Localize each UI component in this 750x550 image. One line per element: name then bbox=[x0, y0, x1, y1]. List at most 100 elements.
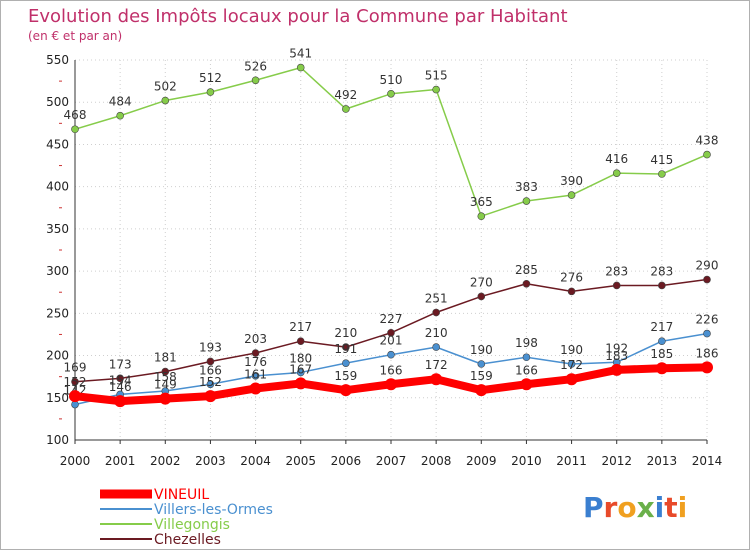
data-point-vineuil bbox=[701, 361, 713, 374]
data-point-vineuil bbox=[294, 377, 307, 390]
logo-letter: x bbox=[637, 491, 655, 524]
data-point-vineuil bbox=[159, 392, 172, 405]
data-label-villers-les-ormes: 192 bbox=[605, 341, 628, 355]
data-label-vineuil: 185 bbox=[650, 347, 673, 361]
data-label-villers-les-ormes: 190 bbox=[560, 343, 583, 357]
data-label-vineuil: 183 bbox=[605, 349, 628, 363]
data-point-vineuil bbox=[610, 363, 623, 376]
data-point-villegongis bbox=[251, 76, 260, 85]
data-label-chezelles: 283 bbox=[650, 264, 673, 278]
data-label-chezelles: 276 bbox=[560, 270, 583, 284]
data-label-villegongis: 515 bbox=[425, 69, 448, 83]
data-point-vineuil bbox=[114, 395, 127, 408]
data-point-villers-les-ormes bbox=[703, 329, 711, 338]
data-label-chezelles: 270 bbox=[470, 275, 493, 289]
x-tick-label: 2010 bbox=[511, 454, 542, 468]
data-point-villers-les-ormes bbox=[206, 380, 215, 389]
data-point-vineuil bbox=[565, 373, 578, 386]
chart-title: Evolution des Impôts locaux pour la Comm… bbox=[28, 6, 568, 27]
data-label-vineuil: 159 bbox=[470, 369, 493, 383]
data-point-villers-les-ormes bbox=[342, 359, 350, 367]
chart-subtitle: (en € et par an) bbox=[28, 29, 122, 43]
y-tick-label: 350 bbox=[46, 222, 69, 236]
data-point-chezelles bbox=[296, 337, 305, 346]
data-label-chezelles: 283 bbox=[605, 264, 628, 278]
data-point-chezelles bbox=[703, 275, 711, 284]
x-tick-label: 2001 bbox=[105, 454, 136, 468]
x-tick-label: 2000 bbox=[60, 454, 91, 468]
data-label-chezelles: 251 bbox=[425, 291, 448, 305]
data-point-vineuil bbox=[249, 382, 262, 395]
data-point-vineuil bbox=[520, 378, 533, 391]
data-point-villegongis bbox=[477, 212, 486, 221]
data-point-chezelles bbox=[116, 374, 124, 383]
data-label-chezelles: 290 bbox=[696, 259, 719, 273]
data-point-vineuil bbox=[69, 390, 81, 403]
data-label-villegongis: 484 bbox=[109, 95, 132, 109]
data-point-vineuil bbox=[204, 390, 217, 403]
data-label-chezelles: 217 bbox=[289, 320, 312, 334]
data-label-villers-les-ormes: 158 bbox=[154, 370, 177, 384]
data-label-villers-les-ormes: 201 bbox=[380, 334, 403, 348]
data-label-villers-les-ormes: 191 bbox=[334, 342, 357, 356]
data-point-villegongis bbox=[658, 170, 666, 178]
data-label-vineuil: 172 bbox=[560, 358, 583, 372]
data-point-chezelles bbox=[251, 349, 260, 357]
data-label-chezelles: 203 bbox=[244, 332, 267, 346]
y-tick-label: 200 bbox=[46, 349, 69, 363]
data-point-villegongis bbox=[432, 85, 440, 94]
data-label-villers-les-ormes: 176 bbox=[244, 355, 267, 369]
data-label-villers-les-ormes: 217 bbox=[650, 320, 673, 334]
logo-letter: r bbox=[604, 491, 618, 524]
data-point-vineuil bbox=[475, 384, 488, 397]
data-label-chezelles: 181 bbox=[154, 351, 177, 365]
legend: VINEUILVillers-les-OrmesVillegongisCheze… bbox=[100, 487, 273, 548]
data-point-chezelles bbox=[477, 292, 486, 301]
y-tick-label: 400 bbox=[46, 180, 69, 194]
data-point-villers-les-ormes bbox=[522, 353, 531, 362]
data-label-villegongis: 383 bbox=[515, 180, 538, 194]
data-point-chezelles bbox=[658, 281, 666, 290]
data-point-chezelles bbox=[387, 328, 395, 337]
data-label-vineuil: 166 bbox=[515, 363, 538, 377]
data-label-villegongis: 512 bbox=[199, 71, 222, 85]
data-point-chezelles bbox=[342, 343, 350, 351]
data-label-villers-les-ormes: 166 bbox=[199, 363, 222, 377]
data-label-villers-les-ormes: 210 bbox=[425, 326, 448, 340]
logo-letter: t bbox=[664, 491, 677, 524]
legend-label-villegongis: Villegongis bbox=[154, 517, 230, 533]
y-tick-label: 250 bbox=[46, 306, 69, 320]
data-label-chezelles: 227 bbox=[380, 312, 403, 326]
legend-label-chezelles: Chezelles bbox=[154, 532, 221, 548]
data-point-vineuil bbox=[339, 384, 352, 397]
data-point-villers-les-ormes bbox=[251, 372, 260, 380]
logo-letter: i bbox=[678, 491, 688, 524]
logo-text: Proxiti bbox=[583, 491, 687, 524]
data-label-vineuil: 166 bbox=[380, 363, 403, 377]
data-point-villegongis bbox=[612, 169, 621, 177]
proxiti-logo: Proxiti bbox=[583, 491, 687, 524]
data-point-villegongis bbox=[116, 111, 124, 120]
legend-label-villers-les-ormes: Villers-les-Ormes bbox=[154, 502, 273, 518]
data-label-villegongis: 492 bbox=[334, 88, 357, 102]
data-label-vineuil: 149 bbox=[154, 378, 177, 392]
y-tick-label: 300 bbox=[46, 264, 69, 278]
data-point-villegongis bbox=[387, 89, 395, 98]
data-label-vineuil: 186 bbox=[696, 346, 719, 360]
data-point-vineuil bbox=[430, 373, 443, 386]
data-point-villers-les-ormes bbox=[387, 350, 395, 359]
data-label-villegongis: 502 bbox=[154, 80, 177, 94]
data-point-villegongis bbox=[71, 125, 79, 134]
x-tick-label: 2013 bbox=[647, 454, 678, 468]
x-tick-label: 2014 bbox=[692, 454, 723, 468]
x-tick-label: 2008 bbox=[421, 454, 452, 468]
y-tick-label: 150 bbox=[46, 391, 69, 405]
data-point-villegongis bbox=[522, 197, 531, 205]
data-point-villegongis bbox=[206, 88, 215, 96]
data-label-villegongis: 468 bbox=[64, 108, 87, 122]
data-point-chezelles bbox=[567, 287, 576, 296]
data-label-villers-les-ormes: 190 bbox=[470, 343, 493, 357]
data-label-villers-les-ormes: 180 bbox=[289, 351, 312, 365]
data-point-villegongis bbox=[567, 191, 576, 199]
data-point-vineuil bbox=[655, 362, 668, 375]
